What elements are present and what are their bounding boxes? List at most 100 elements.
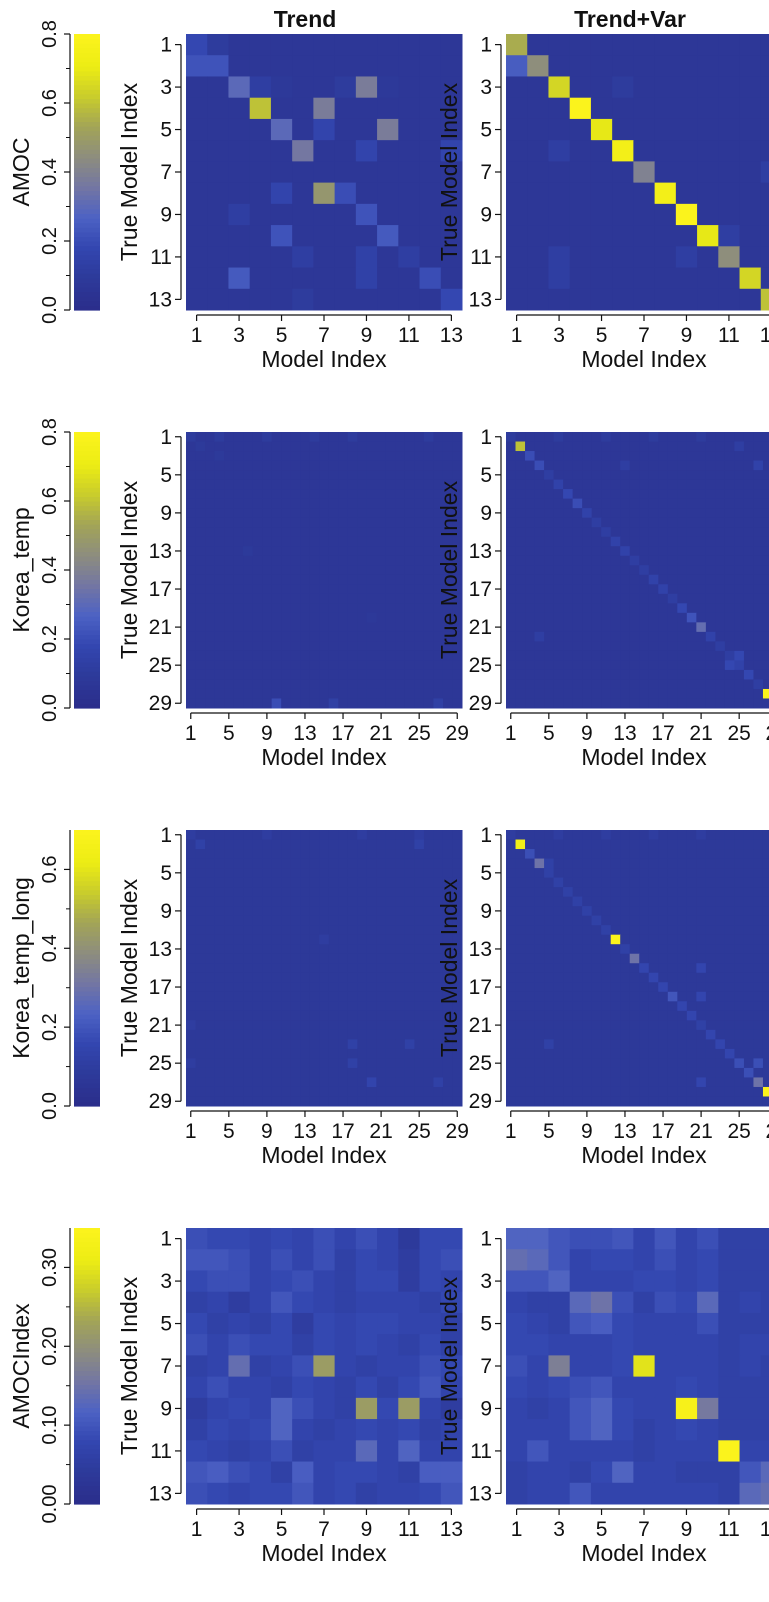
heatmap-cell — [753, 1048, 764, 1059]
heatmap-cell — [633, 246, 656, 269]
heatmap-cell — [724, 877, 735, 888]
heatmap-cell — [572, 915, 583, 926]
heatmap-cell — [544, 679, 555, 690]
heatmap-cell — [292, 97, 314, 120]
heatmap-cell — [423, 982, 434, 993]
heatmap-cell — [243, 982, 254, 993]
heatmap-cell — [281, 641, 292, 652]
heatmap-cell — [705, 660, 716, 671]
heatmap-cell — [648, 565, 659, 576]
heatmap-cell — [419, 288, 442, 311]
heatmap-cell — [506, 1312, 528, 1335]
colorbar-segment — [74, 1366, 100, 1372]
heatmap-cell — [195, 603, 206, 614]
heatmap-cell — [270, 34, 293, 56]
heatmap-cell — [753, 839, 764, 850]
x-tick-label: 1 — [191, 324, 203, 347]
heatmap-cell — [186, 1291, 208, 1314]
heatmap-cell — [319, 441, 330, 452]
heatmap-cell — [414, 1058, 425, 1069]
heatmap-cell — [243, 593, 254, 604]
heatmap-cell — [629, 508, 640, 519]
heatmap-cell — [271, 546, 282, 557]
heatmap-cell — [612, 246, 634, 269]
heatmap-cell — [385, 982, 396, 993]
heatmap-cell — [195, 1010, 206, 1021]
colorbar-segment — [74, 528, 100, 534]
heatmap-cell — [338, 953, 349, 964]
heatmap-cell — [563, 1067, 574, 1078]
heatmap-cell — [696, 953, 707, 964]
heatmap-cell — [591, 593, 602, 604]
heatmap-cell — [525, 622, 536, 633]
heatmap-cell — [377, 1397, 399, 1420]
heatmap-cell — [271, 555, 282, 566]
heatmap-cell — [544, 1001, 555, 1012]
heatmap-cell — [762, 603, 769, 614]
heatmap-cell — [300, 1086, 311, 1097]
heatmap-cell — [753, 536, 764, 547]
heatmap-cell — [404, 972, 415, 983]
heatmap-cell — [366, 546, 377, 557]
heatmap-cell — [214, 584, 225, 595]
heatmap-cell — [385, 972, 396, 983]
heatmap-cell — [572, 517, 583, 528]
colorbar-segment — [74, 958, 100, 964]
heatmap-cell — [582, 1029, 593, 1040]
colorbar-segment — [74, 514, 100, 520]
heatmap-cell — [620, 1048, 631, 1059]
heatmap-cell — [762, 460, 769, 471]
heatmap-cell — [591, 896, 602, 907]
heatmap-cell — [696, 641, 707, 652]
colorbar-segment — [74, 121, 100, 127]
heatmap-cell — [753, 517, 764, 528]
heatmap-cell — [582, 698, 593, 709]
heatmap-cell — [544, 612, 555, 623]
y-tick-label: 11 — [150, 246, 172, 269]
heatmap-cell — [205, 1077, 216, 1088]
heatmap-cell — [214, 1077, 225, 1088]
heatmap-cell — [591, 536, 602, 547]
heatmap-cell — [243, 688, 254, 699]
heatmap-cell — [667, 1058, 678, 1069]
heatmap-cell — [398, 1482, 421, 1505]
colorbar-segment — [74, 1384, 100, 1390]
heatmap-cell — [739, 1397, 762, 1420]
heatmap-cell — [553, 612, 564, 623]
heatmap-cell — [338, 489, 349, 500]
heatmap-cell — [281, 1077, 292, 1088]
heatmap-cell — [214, 1020, 225, 1031]
heatmap-cell — [281, 1010, 292, 1021]
heatmap-cell — [582, 1048, 593, 1059]
heatmap-cell — [195, 669, 206, 680]
heatmap-cell — [633, 1397, 656, 1420]
heatmap-cell — [309, 508, 320, 519]
heatmap-cell — [629, 574, 640, 585]
colorbar-segment — [74, 1361, 100, 1367]
heatmap-cell — [658, 460, 669, 471]
heatmap-cell — [319, 593, 330, 604]
colorbar-tick-label: 0.6 — [39, 487, 61, 515]
heatmap-cell — [629, 441, 640, 452]
heatmap-cell — [398, 34, 421, 56]
heatmap-cell — [544, 1010, 555, 1021]
heatmap-cell — [347, 1067, 358, 1078]
heatmap-cell — [214, 660, 225, 671]
heatmap-cell — [377, 140, 399, 162]
heatmap-cell — [675, 288, 698, 311]
heatmap-cell — [414, 1086, 425, 1097]
heatmap-cell — [734, 565, 745, 576]
colorbar-segment — [74, 981, 100, 987]
heatmap-cell — [376, 877, 387, 888]
heatmap-cell — [648, 660, 659, 671]
heatmap-cell — [686, 1096, 697, 1107]
heatmap-cell — [582, 527, 593, 538]
heatmap-cell — [433, 603, 444, 614]
heatmap-cell — [658, 982, 669, 993]
heatmap-cell — [590, 1228, 613, 1250]
heatmap-cell — [658, 489, 669, 500]
heatmap-cell — [334, 1270, 357, 1293]
heatmap-cell — [753, 963, 764, 974]
heatmap-cell — [271, 584, 282, 595]
heatmap-cell — [629, 849, 640, 860]
